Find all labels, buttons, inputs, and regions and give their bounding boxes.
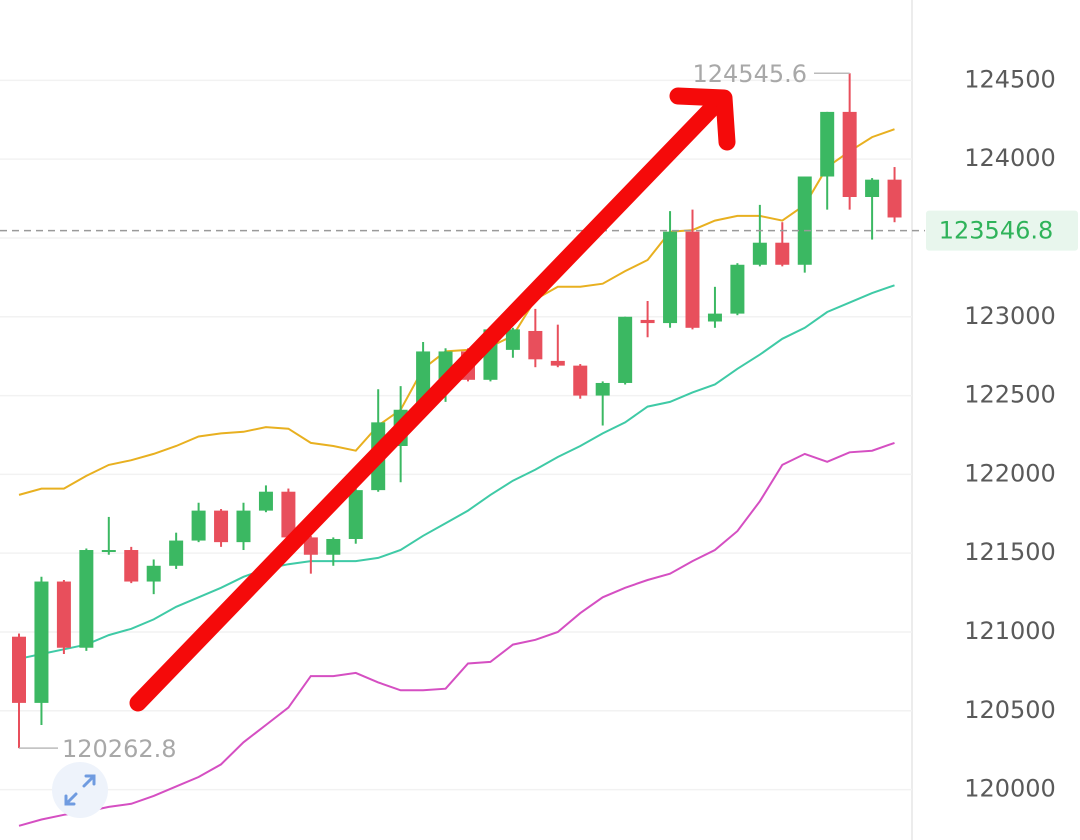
candle-body <box>101 550 116 553</box>
candle-body <box>303 537 318 555</box>
candle-body <box>258 491 273 511</box>
candle-body <box>865 179 880 197</box>
candle-body <box>281 491 296 538</box>
y-tick-label: 121000 <box>964 617 1056 645</box>
high-label: 124545.6 <box>692 60 807 88</box>
candle-body <box>663 231 678 324</box>
candle-body <box>618 316 633 383</box>
candle-body <box>79 550 94 648</box>
candle-body <box>214 510 229 543</box>
band-line <box>18 284 895 660</box>
band-line <box>18 441 895 827</box>
candle-body <box>12 636 26 703</box>
candle-body <box>887 179 902 218</box>
expand-icon-bg[interactable] <box>52 762 108 818</box>
trend-arrow <box>129 87 736 712</box>
y-tick-label: 123000 <box>964 302 1056 330</box>
low-label: 120262.8 <box>62 735 177 763</box>
y-tick-label: 120500 <box>964 696 1056 724</box>
candle-body <box>505 329 520 350</box>
last-price-label: 123546.8 <box>939 217 1054 245</box>
candle-body <box>730 264 745 314</box>
y-tick-label: 121500 <box>964 538 1056 566</box>
candle-body <box>34 581 49 703</box>
candle-body <box>775 242 790 265</box>
candle-body <box>146 565 161 582</box>
candle-body <box>124 550 139 582</box>
candle-body <box>191 510 206 541</box>
band-lines <box>18 128 895 827</box>
candle-body <box>685 231 700 328</box>
candle-body <box>550 360 565 366</box>
candle-body <box>236 510 251 543</box>
candle-body <box>820 111 835 177</box>
candle-body <box>528 330 543 360</box>
candle-body <box>326 538 341 555</box>
candle-body <box>640 319 655 324</box>
last-price-box <box>926 210 1078 251</box>
candle-body <box>56 581 71 648</box>
expand-icon-glyph[interactable] <box>64 774 96 806</box>
candle-body <box>348 490 363 539</box>
candle-body <box>595 382 610 396</box>
candles <box>12 73 902 749</box>
y-tick-label: 124500 <box>964 65 1056 93</box>
band-line <box>18 128 895 496</box>
overlays: 124545.6 120262.8 123546.8 <box>0 60 1078 763</box>
candle-body <box>573 365 588 396</box>
candle-body <box>797 176 812 265</box>
y-tick-label: 120000 <box>964 775 1056 803</box>
candle-body <box>707 313 722 322</box>
candle-body <box>842 111 857 197</box>
arrow-shaft <box>129 93 727 712</box>
y-tick-label: 122500 <box>964 381 1056 409</box>
y-tick-label: 124000 <box>964 144 1056 172</box>
candle-body <box>752 242 767 265</box>
candle-body <box>169 540 184 566</box>
arrow-head <box>669 87 736 151</box>
expand-icon[interactable] <box>52 762 108 818</box>
y-tick-label: 122000 <box>964 459 1056 487</box>
grid: 120000 120500 121000 121500 122000 122500 1230… <box>0 65 1056 803</box>
